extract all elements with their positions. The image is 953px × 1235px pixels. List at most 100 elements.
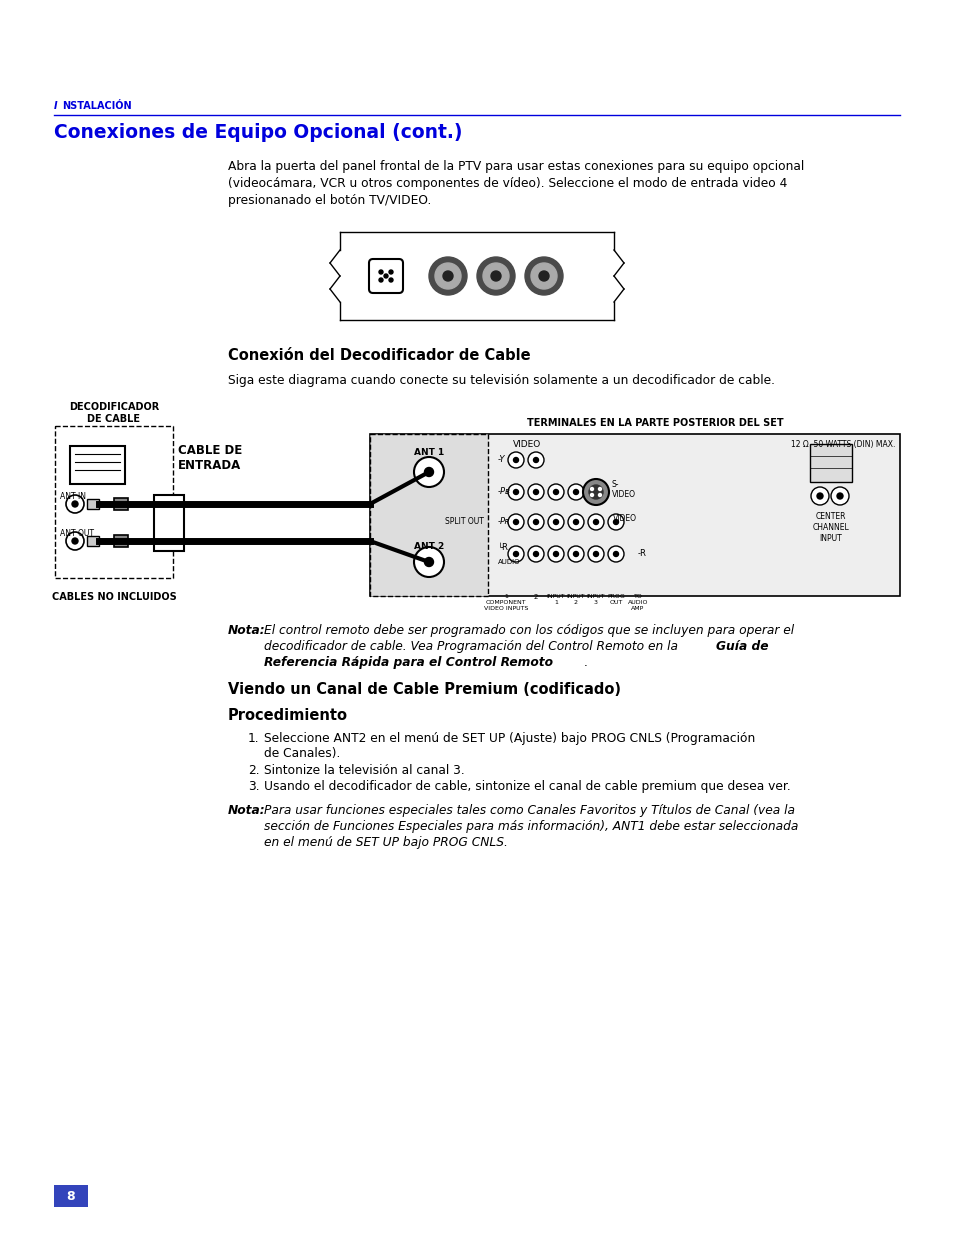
Circle shape [507, 452, 523, 468]
Circle shape [588, 485, 602, 499]
Text: Abra la puerta del panel frontal de la PTV para usar estas conexiones para su eq: Abra la puerta del panel frontal de la P… [228, 161, 803, 207]
Text: 3.: 3. [248, 781, 259, 793]
Text: Conexiones de Equipo Opcional (cont.): Conexiones de Equipo Opcional (cont.) [54, 124, 462, 142]
Circle shape [513, 457, 518, 462]
Bar [70, 446, 125, 484]
Circle shape [547, 546, 563, 562]
Circle shape [66, 532, 84, 550]
Circle shape [573, 552, 578, 557]
Bar [153, 494, 184, 551]
Circle shape [553, 552, 558, 557]
Text: ANT OUT: ANT OUT [60, 529, 94, 538]
Circle shape [442, 270, 453, 282]
Circle shape [424, 468, 433, 477]
Bar [55, 426, 172, 578]
Bar [809, 445, 851, 482]
Bar [87, 499, 99, 509]
Text: INPUT
2: INPUT 2 [566, 594, 585, 605]
Text: VIDEO: VIDEO [513, 440, 540, 450]
Circle shape [429, 257, 467, 295]
Circle shape [491, 270, 500, 282]
Text: -Pʀ: -Pʀ [497, 517, 511, 526]
Text: └R: └R [497, 543, 508, 552]
Circle shape [384, 274, 388, 278]
Circle shape [567, 546, 583, 562]
Circle shape [513, 520, 518, 525]
Text: AUDIO: AUDIO [497, 559, 520, 564]
Text: El control remoto debe ser programado con los códigos que se incluyen para opera: El control remoto debe ser programado co… [264, 624, 793, 637]
Text: TO
AUDIO
AMP: TO AUDIO AMP [627, 594, 648, 610]
Text: 8: 8 [67, 1189, 75, 1203]
Text: de Canales).: de Canales). [264, 747, 340, 760]
Text: CABLE DE
ENTRADA: CABLE DE ENTRADA [177, 445, 242, 472]
Circle shape [424, 557, 433, 567]
Bar [113, 498, 128, 510]
Circle shape [590, 488, 593, 490]
Text: 1
COMPONENT
VIDEO INPUTS: 1 COMPONENT VIDEO INPUTS [483, 594, 528, 610]
Bar [370, 433, 488, 597]
Text: INPUT
1: INPUT 1 [546, 594, 565, 605]
Text: I: I [54, 101, 57, 111]
Text: Guía de: Guía de [716, 640, 768, 653]
Circle shape [533, 552, 537, 557]
Circle shape [435, 263, 460, 289]
Text: .: . [583, 656, 587, 669]
Circle shape [414, 547, 443, 577]
Circle shape [830, 487, 848, 505]
Circle shape [573, 489, 578, 494]
Circle shape [593, 520, 598, 525]
Circle shape [71, 538, 78, 543]
Text: INPUT
3: INPUT 3 [586, 594, 604, 605]
Circle shape [389, 278, 393, 282]
Text: TERMINALES EN LA PARTE POSTERIOR DEL SET: TERMINALES EN LA PARTE POSTERIOR DEL SET [526, 417, 782, 429]
Text: 2.: 2. [248, 764, 259, 777]
Circle shape [816, 493, 822, 499]
Circle shape [378, 270, 382, 274]
Circle shape [613, 520, 618, 525]
Circle shape [527, 484, 543, 500]
Text: 2: 2 [534, 594, 537, 600]
Circle shape [613, 552, 618, 557]
Circle shape [587, 546, 603, 562]
Text: S-
VIDEO: S- VIDEO [612, 480, 636, 499]
Circle shape [810, 487, 828, 505]
Text: Conexión del Decodificador de Cable: Conexión del Decodificador de Cable [228, 348, 530, 363]
Circle shape [476, 257, 515, 295]
Bar [153, 535, 168, 547]
Text: 1.: 1. [248, 732, 259, 745]
Circle shape [590, 494, 593, 496]
Text: 12 Ω  50 WATTS (DIN) MAX.: 12 Ω 50 WATTS (DIN) MAX. [790, 440, 894, 450]
Circle shape [567, 484, 583, 500]
Bar [87, 536, 99, 546]
Text: Viendo un Canal de Cable Premium (codificado): Viendo un Canal de Cable Premium (codifi… [228, 682, 620, 697]
Bar [113, 535, 128, 547]
Circle shape [582, 479, 608, 505]
Circle shape [538, 270, 548, 282]
Circle shape [533, 457, 537, 462]
Text: PROG
OUT: PROG OUT [606, 594, 624, 605]
Text: DECODIFICADOR
DE CABLE: DECODIFICADOR DE CABLE [69, 403, 159, 424]
Text: CABLES NO INCLUIDOS: CABLES NO INCLUIDOS [51, 592, 176, 601]
Circle shape [527, 514, 543, 530]
Circle shape [414, 457, 443, 487]
Circle shape [598, 494, 601, 496]
Circle shape [507, 514, 523, 530]
Text: ANT 1: ANT 1 [414, 448, 444, 457]
Circle shape [71, 501, 78, 508]
Circle shape [513, 489, 518, 494]
Circle shape [598, 488, 601, 490]
Circle shape [607, 514, 623, 530]
Circle shape [547, 484, 563, 500]
Circle shape [527, 452, 543, 468]
Text: Para usar funciones especiales tales como Canales Favoritos y Títulos de Canal (: Para usar funciones especiales tales com… [264, 804, 794, 818]
Text: -R: -R [638, 550, 646, 558]
Circle shape [587, 514, 603, 530]
Circle shape [836, 493, 842, 499]
Circle shape [513, 552, 518, 557]
Circle shape [593, 552, 598, 557]
Circle shape [482, 263, 509, 289]
Text: VIDEO: VIDEO [613, 514, 637, 522]
Text: CENTER
CHANNEL
INPUT: CENTER CHANNEL INPUT [812, 513, 848, 543]
FancyBboxPatch shape [369, 259, 402, 293]
Circle shape [567, 514, 583, 530]
